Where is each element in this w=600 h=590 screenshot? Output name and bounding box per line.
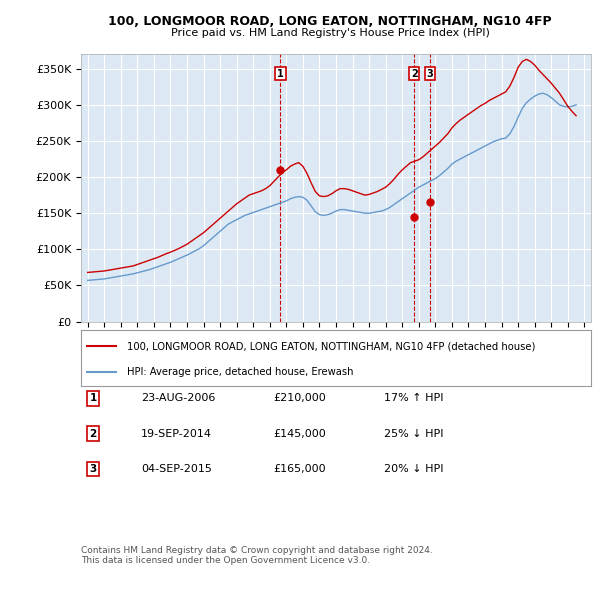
Text: £145,000: £145,000 xyxy=(273,429,326,438)
Text: £165,000: £165,000 xyxy=(273,464,326,474)
Text: Price paid vs. HM Land Registry's House Price Index (HPI): Price paid vs. HM Land Registry's House … xyxy=(170,28,490,38)
Text: 1: 1 xyxy=(277,68,284,78)
Text: 23-AUG-2006: 23-AUG-2006 xyxy=(141,394,215,403)
Text: 100, LONGMOOR ROAD, LONG EATON, NOTTINGHAM, NG10 4FP (detached house): 100, LONGMOOR ROAD, LONG EATON, NOTTINGH… xyxy=(127,341,535,351)
Text: 17% ↑ HPI: 17% ↑ HPI xyxy=(384,394,443,403)
Text: 3: 3 xyxy=(427,68,433,78)
Text: 100, LONGMOOR ROAD, LONG EATON, NOTTINGHAM, NG10 4FP: 100, LONGMOOR ROAD, LONG EATON, NOTTINGH… xyxy=(108,15,552,28)
Text: 19-SEP-2014: 19-SEP-2014 xyxy=(141,429,212,438)
Text: HPI: Average price, detached house, Erewash: HPI: Average price, detached house, Erew… xyxy=(127,368,353,378)
Text: 3: 3 xyxy=(89,464,97,474)
Text: £210,000: £210,000 xyxy=(273,394,326,403)
Text: 2: 2 xyxy=(411,68,418,78)
Text: 04-SEP-2015: 04-SEP-2015 xyxy=(141,464,212,474)
Text: Contains HM Land Registry data © Crown copyright and database right 2024.
This d: Contains HM Land Registry data © Crown c… xyxy=(81,546,433,565)
Text: 25% ↓ HPI: 25% ↓ HPI xyxy=(384,429,443,438)
Text: 20% ↓ HPI: 20% ↓ HPI xyxy=(384,464,443,474)
Text: 1: 1 xyxy=(89,394,97,403)
Text: 2: 2 xyxy=(89,429,97,438)
